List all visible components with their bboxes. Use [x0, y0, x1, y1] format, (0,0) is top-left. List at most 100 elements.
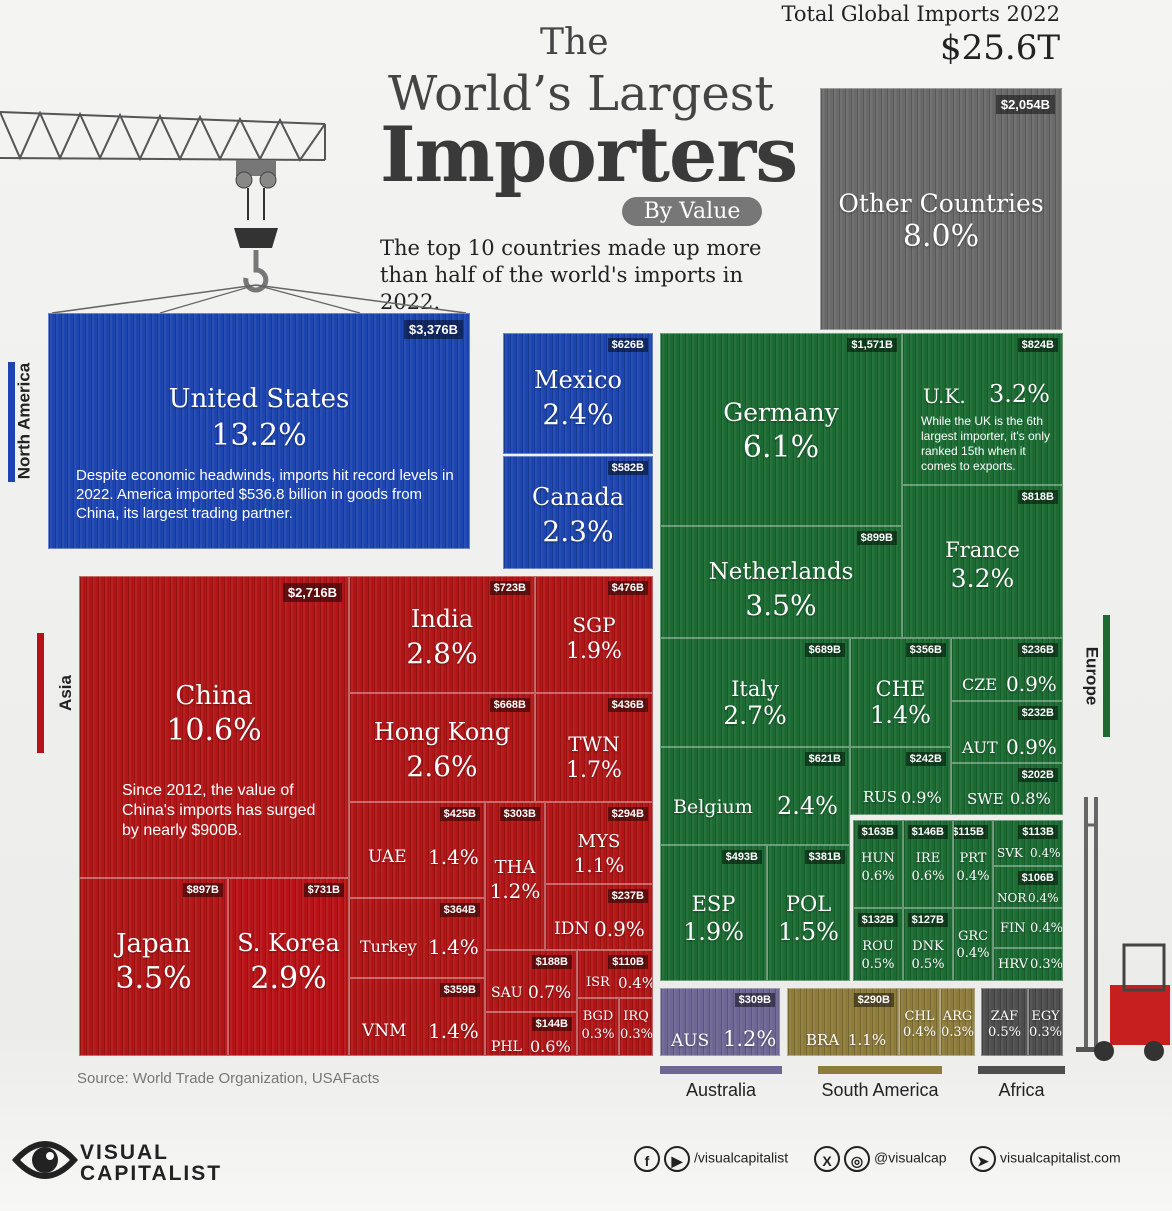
value-label: $582B [607, 461, 648, 475]
share-label: 2.8% [406, 637, 478, 670]
name-label: ISR [586, 975, 610, 990]
value-label: $113B [1018, 825, 1058, 839]
name-label: CHL [904, 1009, 935, 1024]
value-label: $1,571B [847, 338, 897, 352]
name-label: UAE [368, 847, 407, 867]
share-label: 1.5% [778, 918, 839, 946]
share-label: 0.9% [901, 788, 942, 807]
share-label: 1.9% [683, 918, 744, 946]
facebook-icon[interactable]: f [634, 1146, 660, 1172]
value-label: $476B [607, 581, 648, 595]
share-label: 2.6% [406, 750, 478, 783]
share-label: 0.7% [528, 983, 572, 1003]
name-label: POL [785, 892, 832, 916]
share-label: 0.5% [987, 1025, 1022, 1040]
x-icon[interactable]: X [814, 1146, 840, 1172]
share-label: 0.5% [861, 957, 895, 972]
website-text[interactable]: visualcapitalist.com [1000, 1149, 1121, 1166]
tile-ire: $146B IRE 0.6% [903, 820, 953, 908]
share-label: 1.9% [566, 639, 622, 664]
tile-uk: $824B U.K. 3.2% While the UK is the 6th … [902, 333, 1063, 485]
tile-rus: $242B RUS 0.9% [850, 747, 951, 815]
name-label: PRT [959, 851, 987, 866]
share-label: 0.4% [902, 1025, 937, 1040]
social-x-instagram[interactable]: X ◎ @visualcap [814, 1146, 947, 1172]
name-label: India [410, 605, 474, 633]
visual-capitalist-logo-icon [12, 1141, 78, 1179]
tile-japan: $897B Japan 3.5% [79, 878, 228, 1056]
name-label: CZE [962, 675, 998, 694]
share-label: 0.6% [530, 1037, 571, 1056]
tile-netherlands: $899B Netherlands 3.5% [660, 526, 902, 638]
value-label: $364B [439, 903, 480, 917]
value-label: $237B [607, 889, 648, 903]
brand-line-1: VISUAL [80, 1141, 170, 1164]
name-label: China [175, 681, 253, 711]
value-label: $356B [905, 643, 946, 657]
tile-sau: $188B SAU 0.7% [485, 950, 577, 1012]
share-label: 0.9% [594, 917, 645, 941]
share-label: 0.9% [1006, 735, 1057, 759]
name-label: U.K. [923, 384, 966, 408]
share-label: 2.9% [250, 961, 327, 996]
tile-svk: $113B SVK 0.4% [993, 820, 1063, 866]
value-label: $436B [607, 698, 648, 712]
name-label: HUN [861, 851, 895, 866]
australia-bar [660, 1066, 782, 1074]
region-asia: Asia [55, 675, 75, 711]
total-value: $25.6T [939, 28, 1060, 68]
share-label: 0.4% [956, 869, 990, 884]
value-label: $899B [856, 531, 897, 545]
share-label: 1.2% [723, 1027, 777, 1051]
tile-hrv: HRV 0.3% [993, 948, 1063, 981]
value-label: $202B [1017, 768, 1058, 782]
name-label: AUS [671, 1031, 710, 1051]
name-label: France [945, 538, 1020, 562]
cursor-icon[interactable]: ➤ [970, 1146, 996, 1172]
brand-line-2: CAPITALIST [80, 1162, 223, 1185]
name-label: ZAF [990, 1009, 1019, 1024]
share-label: 0.4% [1028, 891, 1059, 905]
share-label: 0.4% [1030, 846, 1061, 860]
value-label: $818B [1017, 490, 1058, 504]
name-label: United States [168, 384, 350, 414]
share-label: 0.3% [941, 1025, 975, 1040]
social-handle-1[interactable]: /visualcapitalist [694, 1149, 789, 1166]
youtube-icon[interactable]: ▶ [664, 1146, 690, 1172]
name-label: DNK [912, 939, 944, 954]
tile-swe: $202B SWE 0.8% [951, 763, 1063, 815]
instagram-icon[interactable]: ◎ [844, 1146, 870, 1172]
tile-pol: $381B POL 1.5% [767, 845, 850, 981]
share-label: 3.5% [115, 961, 192, 996]
share-label: 2.7% [723, 701, 787, 730]
share-label: 3.2% [950, 564, 1015, 593]
name-label: ARG [942, 1009, 973, 1024]
tile-aut: $232B AUT 0.9% [951, 701, 1063, 763]
website-link[interactable]: ➤ visualcapitalist.com [970, 1146, 1121, 1172]
share-label: 0.4% [1030, 921, 1063, 936]
tile-cze: $236B CZE 0.9% [951, 638, 1063, 701]
north-america-bar [8, 362, 15, 482]
value-label: $144B [531, 1017, 572, 1031]
tile-dnk: $127B DNK 0.5% [903, 908, 953, 981]
tile-fin: FIN 0.4% [993, 908, 1063, 948]
name-label: Canada [531, 483, 625, 511]
tile-che: $356B CHE 1.4% [850, 638, 951, 747]
name-label: VNM [362, 1021, 407, 1041]
name-label: Italy [731, 677, 779, 701]
share-label: 0.4% [618, 974, 653, 992]
value-label: $2,054B [995, 95, 1055, 114]
value-label: $723B [489, 581, 530, 595]
south-america-bar [818, 1066, 942, 1074]
social-youtube-facebook[interactable]: f ▶/visualcapitalist [634, 1146, 788, 1172]
tile-idn: $237B IDN 0.9% [545, 884, 653, 950]
total-label: Total Global Imports 2022 [781, 2, 1060, 26]
social-handle-2[interactable]: @visualcap [874, 1149, 947, 1166]
tile-rou: $132B ROU 0.5% [853, 908, 903, 981]
name-label: Japan [116, 929, 191, 959]
name-label: SVK [997, 846, 1023, 860]
value-label: $689B [804, 643, 845, 657]
tile-aus: $309B AUS 1.2% [660, 988, 780, 1056]
value-label: $731B [303, 883, 344, 897]
tile-belgium: $621B Belgium 2.4% [660, 747, 850, 845]
